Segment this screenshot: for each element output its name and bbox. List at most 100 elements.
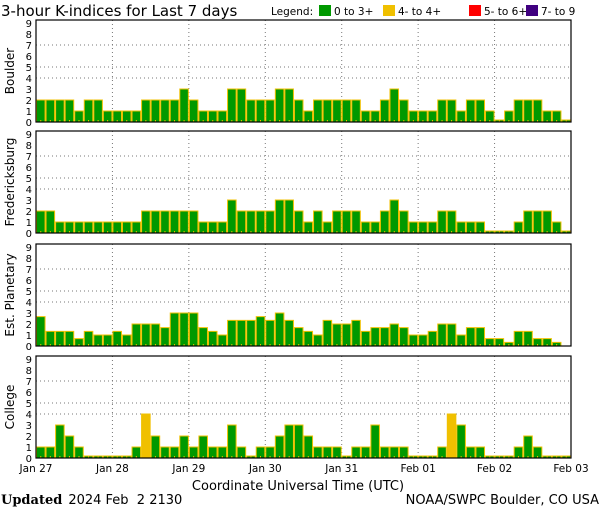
bar — [36, 99, 46, 123]
bar — [351, 210, 361, 234]
legend-label: Legend: — [271, 6, 313, 18]
bar — [246, 99, 256, 123]
bar — [293, 424, 304, 459]
bar — [293, 210, 304, 234]
bar — [265, 319, 275, 347]
bar — [160, 210, 170, 234]
bar — [150, 99, 161, 123]
panel-label: Fredericksburg — [3, 138, 17, 227]
bar — [284, 199, 294, 234]
bar — [351, 99, 361, 123]
bar — [437, 99, 447, 123]
bar — [150, 435, 161, 459]
y-tick-label: 4 — [26, 185, 32, 196]
y-tick-label: 5 — [26, 399, 32, 410]
bar — [179, 210, 189, 234]
y-tick-label: 9 — [26, 355, 32, 366]
bar — [265, 99, 275, 123]
plot-frame — [35, 355, 572, 459]
bar — [169, 210, 180, 234]
bar — [274, 435, 285, 459]
y-tick-label: 7 — [26, 152, 32, 163]
bar — [427, 330, 438, 347]
bar — [293, 327, 304, 347]
y-tick-label: 1 — [26, 107, 32, 118]
bar — [236, 319, 247, 347]
bar — [198, 435, 208, 459]
y-tick-label: 6 — [26, 276, 32, 287]
bar — [341, 99, 352, 123]
x-tick-label: Feb 03 — [553, 463, 588, 475]
y-tick-label: 7 — [26, 377, 32, 388]
bar — [255, 210, 266, 234]
bar — [227, 319, 237, 347]
bar — [532, 99, 543, 123]
bar — [169, 99, 180, 123]
bar — [227, 199, 237, 234]
bar — [284, 88, 294, 123]
bar — [446, 99, 457, 123]
bar — [141, 210, 151, 234]
bar — [64, 99, 75, 123]
bar — [55, 424, 65, 459]
y-tick-label: 9 — [26, 130, 32, 141]
y-tick-label: 3 — [26, 421, 32, 432]
x-tick-label: Jan 28 — [95, 463, 129, 475]
bar — [446, 323, 457, 347]
bar — [313, 210, 323, 234]
bar — [255, 316, 266, 347]
bar — [293, 99, 304, 123]
y-tick-label: 2 — [26, 320, 32, 331]
y-tick-label: 5 — [26, 63, 32, 74]
credit-text: NOAA/SWPC Boulder, CO USA — [406, 493, 599, 508]
bar — [523, 99, 533, 123]
bar — [456, 424, 466, 459]
bar — [332, 99, 342, 123]
bar — [188, 99, 199, 123]
bar — [198, 327, 208, 347]
bar — [389, 323, 400, 347]
bar — [399, 99, 409, 123]
bar — [284, 319, 294, 347]
bar — [246, 319, 256, 347]
y-tick-label: 0 — [26, 342, 32, 353]
plot-frame — [35, 243, 572, 347]
bar — [513, 99, 524, 123]
y-tick-label: 0 — [26, 454, 32, 465]
y-tick-label: 7 — [26, 41, 32, 52]
bar — [303, 435, 314, 459]
bar — [188, 312, 199, 347]
plot-frame — [35, 130, 572, 234]
bar — [284, 424, 294, 459]
bar — [93, 99, 103, 123]
bar — [274, 199, 285, 234]
bar — [379, 210, 390, 234]
bar — [36, 316, 46, 347]
y-tick-label: 2 — [26, 96, 32, 107]
y-tick-label: 4 — [26, 410, 32, 421]
legend-swatch — [319, 5, 331, 16]
bar — [465, 99, 476, 123]
y-tick-label: 3 — [26, 196, 32, 207]
bar — [150, 323, 161, 347]
y-tick-label: 8 — [26, 254, 32, 265]
bar — [255, 99, 266, 123]
bar — [83, 99, 94, 123]
y-tick-label: 2 — [26, 432, 32, 443]
bar — [437, 323, 447, 347]
bar — [446, 210, 457, 234]
bar — [332, 210, 342, 234]
bar — [207, 330, 218, 347]
bar — [36, 210, 46, 234]
bar — [83, 330, 94, 347]
bar — [379, 99, 390, 123]
bar — [523, 330, 533, 347]
y-tick-label: 6 — [26, 52, 32, 63]
bar — [188, 210, 199, 234]
y-tick-label: 8 — [26, 30, 32, 41]
legend-item-label: 4- to 4+ — [398, 6, 441, 18]
